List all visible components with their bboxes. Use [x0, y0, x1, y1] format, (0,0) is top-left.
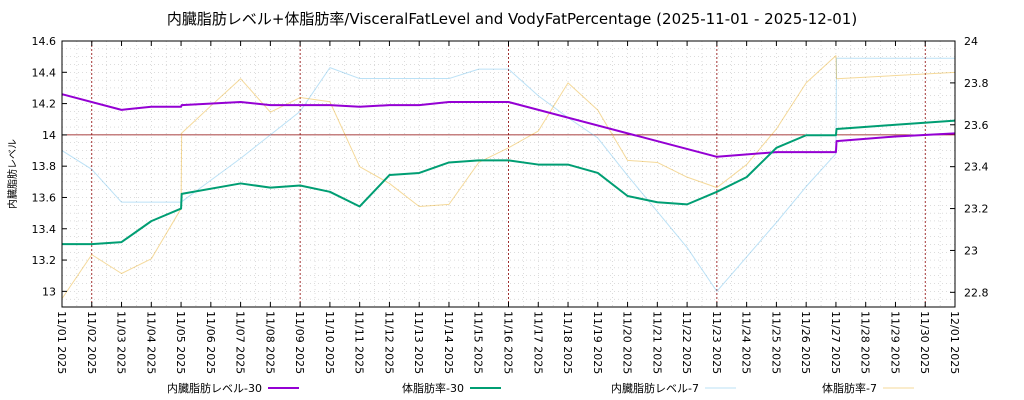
y-tick-label: 13.8 — [32, 160, 57, 173]
series-line-2 — [62, 119, 956, 246]
x-tick-label: 11/20 2025 — [621, 311, 634, 374]
series-line-4 — [61, 55, 956, 299]
legend-label-1: 内臓脂肪レベル-30 — [167, 381, 262, 395]
y2-tick-label: 22.8 — [964, 286, 989, 299]
x-tick-label: 12/01 2025 — [948, 311, 961, 374]
x-tick-label: 11/17 2025 — [531, 311, 544, 374]
x-tick-label: 11/15 2025 — [472, 311, 485, 374]
x-tick-label: 11/02 2025 — [85, 311, 98, 374]
y-tick-label: 13.2 — [32, 254, 57, 267]
x-tick-label: 11/22 2025 — [680, 311, 693, 374]
legend-label-3: 内臓脂肪レベル-7 — [611, 381, 699, 395]
x-tick-label: 11/01 2025 — [55, 311, 68, 374]
y-tick-label: 13 — [42, 285, 56, 298]
x-tick-label: 11/14 2025 — [442, 311, 455, 374]
y2-tick-label: 23.8 — [964, 77, 989, 90]
x-tick-label: 11/10 2025 — [323, 311, 336, 374]
x-tick-label: 11/03 2025 — [115, 311, 128, 374]
legend-label-4: 体脂肪率-7 — [822, 381, 877, 395]
y-axis-label: 内臓脂肪レベル — [6, 139, 19, 209]
y-tick-label: 14.2 — [32, 98, 57, 111]
x-tick-label: 11/11 2025 — [353, 311, 366, 374]
series-line-3 — [61, 57, 955, 292]
x-tick-label: 11/18 2025 — [561, 311, 574, 374]
chart-title: 内臓脂肪レベル+体脂肪率/VisceralFatLevel and VodyFa… — [167, 10, 857, 28]
x-tick-label: 11/06 2025 — [204, 311, 217, 374]
y-tick-label: 14.4 — [32, 66, 57, 79]
legend-label-2: 体脂肪率-30 — [402, 381, 464, 395]
x-tick-label: 11/21 2025 — [650, 311, 663, 374]
y2-tick-label: 23.2 — [964, 203, 989, 216]
y-tick-label: 14.6 — [32, 35, 57, 48]
y2-tick-label: 23.6 — [964, 119, 989, 132]
x-tick-label: 11/24 2025 — [740, 311, 753, 374]
x-tick-label: 11/04 2025 — [144, 311, 157, 374]
x-tick-label: 11/09 2025 — [293, 311, 306, 374]
x-tick-label: 11/25 2025 — [769, 311, 782, 374]
x-tick-label: 11/30 2025 — [918, 311, 931, 374]
x-tick-label: 11/05 2025 — [174, 311, 187, 374]
series-line-1 — [61, 93, 956, 158]
y-tick-label: 14 — [42, 129, 56, 142]
x-tick-label: 11/16 2025 — [502, 311, 515, 374]
axes: 13 13.2 13.4 13.6 13.8 14 14.2 14.4 14.6 22.8 23 23… — [32, 35, 989, 374]
x-tick-label: 11/23 2025 — [710, 311, 723, 374]
y2-tick-label: 23.4 — [964, 161, 989, 174]
x-tick-label: 11/27 2025 — [829, 311, 842, 374]
x-tick-label: 11/08 2025 — [263, 311, 276, 374]
x-tick-label: 11/13 2025 — [412, 311, 425, 374]
x-tick-label: 11/28 2025 — [859, 311, 872, 374]
y-tick-label: 13.6 — [32, 191, 57, 204]
y-tick-label: 13.4 — [32, 223, 57, 236]
y2-tick-label: 24 — [964, 35, 978, 48]
x-tick-label: 11/07 2025 — [234, 311, 247, 374]
y2-tick-label: 23 — [964, 244, 978, 257]
x-tick-label: 11/19 2025 — [591, 311, 604, 374]
series-lines — [61, 55, 956, 299]
x-tick-label: 11/12 2025 — [382, 311, 395, 374]
x-tick-label: 11/26 2025 — [799, 311, 812, 374]
legend: 内臓脂肪レベル-30 体脂肪率-30 内臓脂肪レベル-7 体脂肪率-7 — [167, 381, 914, 395]
x-tick-label: 11/29 2025 — [888, 311, 901, 374]
